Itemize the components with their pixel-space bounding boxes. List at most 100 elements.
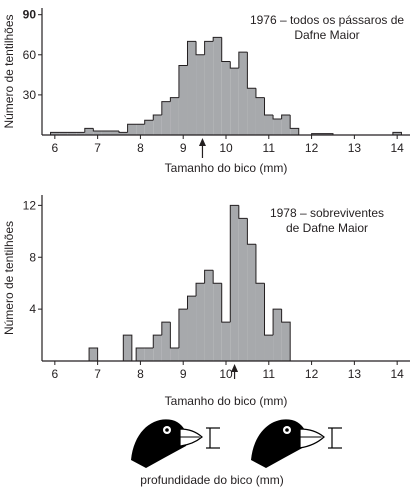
x-tick-label: 11 — [263, 141, 276, 155]
histogram-bar — [123, 335, 132, 361]
histogram-bar — [178, 65, 188, 135]
chart-title: 1978 – sobreviventes de Dafne Maior — [270, 206, 384, 235]
histogram-bar — [144, 120, 154, 135]
x-axis-label: Tamanho do bico (mm) — [165, 394, 288, 408]
histogram-bar — [230, 68, 239, 135]
histogram-bar — [170, 97, 179, 135]
x-tick-label: 8 — [137, 367, 144, 381]
histogram-bar — [127, 124, 137, 135]
y-tick-label: 60 — [23, 48, 37, 62]
histogram-bar — [247, 88, 256, 135]
histogram-bar — [204, 41, 214, 135]
x-tick-label: 11 — [263, 367, 276, 381]
histogram-bar — [178, 309, 188, 361]
histogram-bar — [153, 335, 162, 361]
histogram-bar — [76, 132, 85, 135]
x-tick-label: 14 — [390, 367, 404, 381]
x-axis-label: Tamanho do bico (mm) — [165, 161, 288, 175]
y-tick-label: 4 — [29, 302, 36, 316]
x-tick-label: 10 — [219, 141, 233, 155]
histogram-bar — [213, 37, 222, 136]
histogram-bar — [204, 270, 214, 361]
histogram-bar — [144, 348, 154, 361]
histogram-bar — [264, 114, 274, 135]
y-axis-label: Número de tentilhões — [2, 14, 16, 128]
x-tick-label: 7 — [94, 367, 101, 381]
x-tick-label: 6 — [51, 367, 58, 381]
histogram-outline — [50, 36, 402, 135]
histogram-bar — [273, 118, 282, 135]
finch-head-icon — [131, 419, 186, 468]
finch-head-icon — [251, 419, 306, 468]
finch-beak-icon — [179, 428, 203, 447]
x-tick-label: 14 — [390, 141, 404, 155]
histogram-bar — [84, 128, 94, 135]
histogram-bar — [238, 218, 248, 361]
histogram-bar — [187, 41, 197, 135]
histogram-bar — [290, 128, 299, 135]
chart-panel-2: 4 8 12 6 7 8 9 10 11 12 13 14 Tamanho do bico (mm) Nú… — [2, 195, 410, 408]
histogram-bar — [136, 124, 145, 135]
histogram-bar — [170, 348, 179, 361]
x-tick-label: 10 — [219, 367, 233, 381]
x-tick-label: 8 — [137, 141, 144, 155]
histogram-bar — [392, 132, 402, 135]
x-tick-label: 9 — [180, 367, 187, 381]
finch-small-beak — [131, 419, 220, 468]
chart-title-line: 1976 – todos os pássaros de — [250, 13, 404, 27]
x-tick-label: 12 — [305, 367, 319, 381]
chart-title: 1976 – todos os pássaros de Dafne Maior — [250, 13, 404, 42]
histogram-bar — [311, 133, 333, 135]
histogram-bar — [196, 54, 205, 135]
histogram-bar — [281, 114, 291, 135]
y-tick-label: 8 — [29, 250, 36, 264]
histogram-bar — [59, 132, 68, 135]
histogram-bar — [255, 97, 265, 135]
x-tick-label: 13 — [348, 141, 362, 155]
histogram-bar — [196, 283, 205, 361]
histogram-bar — [221, 322, 231, 361]
histogram-bar — [101, 130, 111, 135]
histogram-bar — [153, 114, 162, 135]
histogram-outline — [88, 204, 291, 361]
histogram-bar — [247, 244, 256, 361]
histogram-bar — [119, 132, 128, 135]
histogram-bar — [110, 130, 120, 135]
histogram-bar — [221, 61, 231, 136]
histogram-bar — [273, 309, 282, 361]
finch-pupil-icon — [285, 428, 289, 432]
histogram-bar — [136, 348, 145, 361]
beak-depth-caption: profundidade do bico (mm) — [140, 473, 283, 487]
histogram-bar — [67, 132, 77, 135]
x-tick-label: 12 — [305, 141, 319, 155]
finch-pupil-icon — [165, 428, 169, 432]
y-tick-label: 12 — [23, 198, 37, 212]
histogram-bar — [89, 348, 98, 361]
histogram-bar — [281, 322, 291, 361]
mean-arrow-head — [198, 138, 206, 146]
histogram-bar — [187, 296, 197, 361]
histogram-bar — [255, 283, 265, 361]
finch-large-beak — [251, 419, 342, 468]
chart-title-line: de Dafne Maior — [286, 221, 368, 235]
x-tick-label: 6 — [51, 141, 58, 155]
mean-arrow-head — [231, 364, 239, 372]
x-tick-label: 7 — [94, 141, 101, 155]
y-tick-label: 90 — [23, 8, 37, 22]
histogram-bar — [161, 322, 171, 361]
finch-beak-icon — [299, 428, 325, 449]
y-axis-label: Número de tentilhões — [2, 221, 16, 335]
histogram-bar — [213, 283, 222, 361]
y-tick-label: 30 — [23, 88, 37, 102]
x-tick-label: 9 — [180, 141, 187, 155]
chart-panel-1: 30 60 90 6 7 8 9 10 11 12 13 14 Tamanho do bico (mm)… — [2, 8, 410, 175]
chart-title-line: Dafne Maior — [294, 28, 359, 42]
histogram-bar — [161, 101, 171, 135]
chart-title-line: 1978 – sobreviventes — [270, 206, 384, 220]
histogram-bar — [264, 335, 274, 361]
histogram-bar — [230, 205, 239, 361]
x-tick-label: 13 — [348, 367, 362, 381]
histogram-bar — [93, 130, 102, 135]
histogram-bar — [50, 132, 60, 135]
